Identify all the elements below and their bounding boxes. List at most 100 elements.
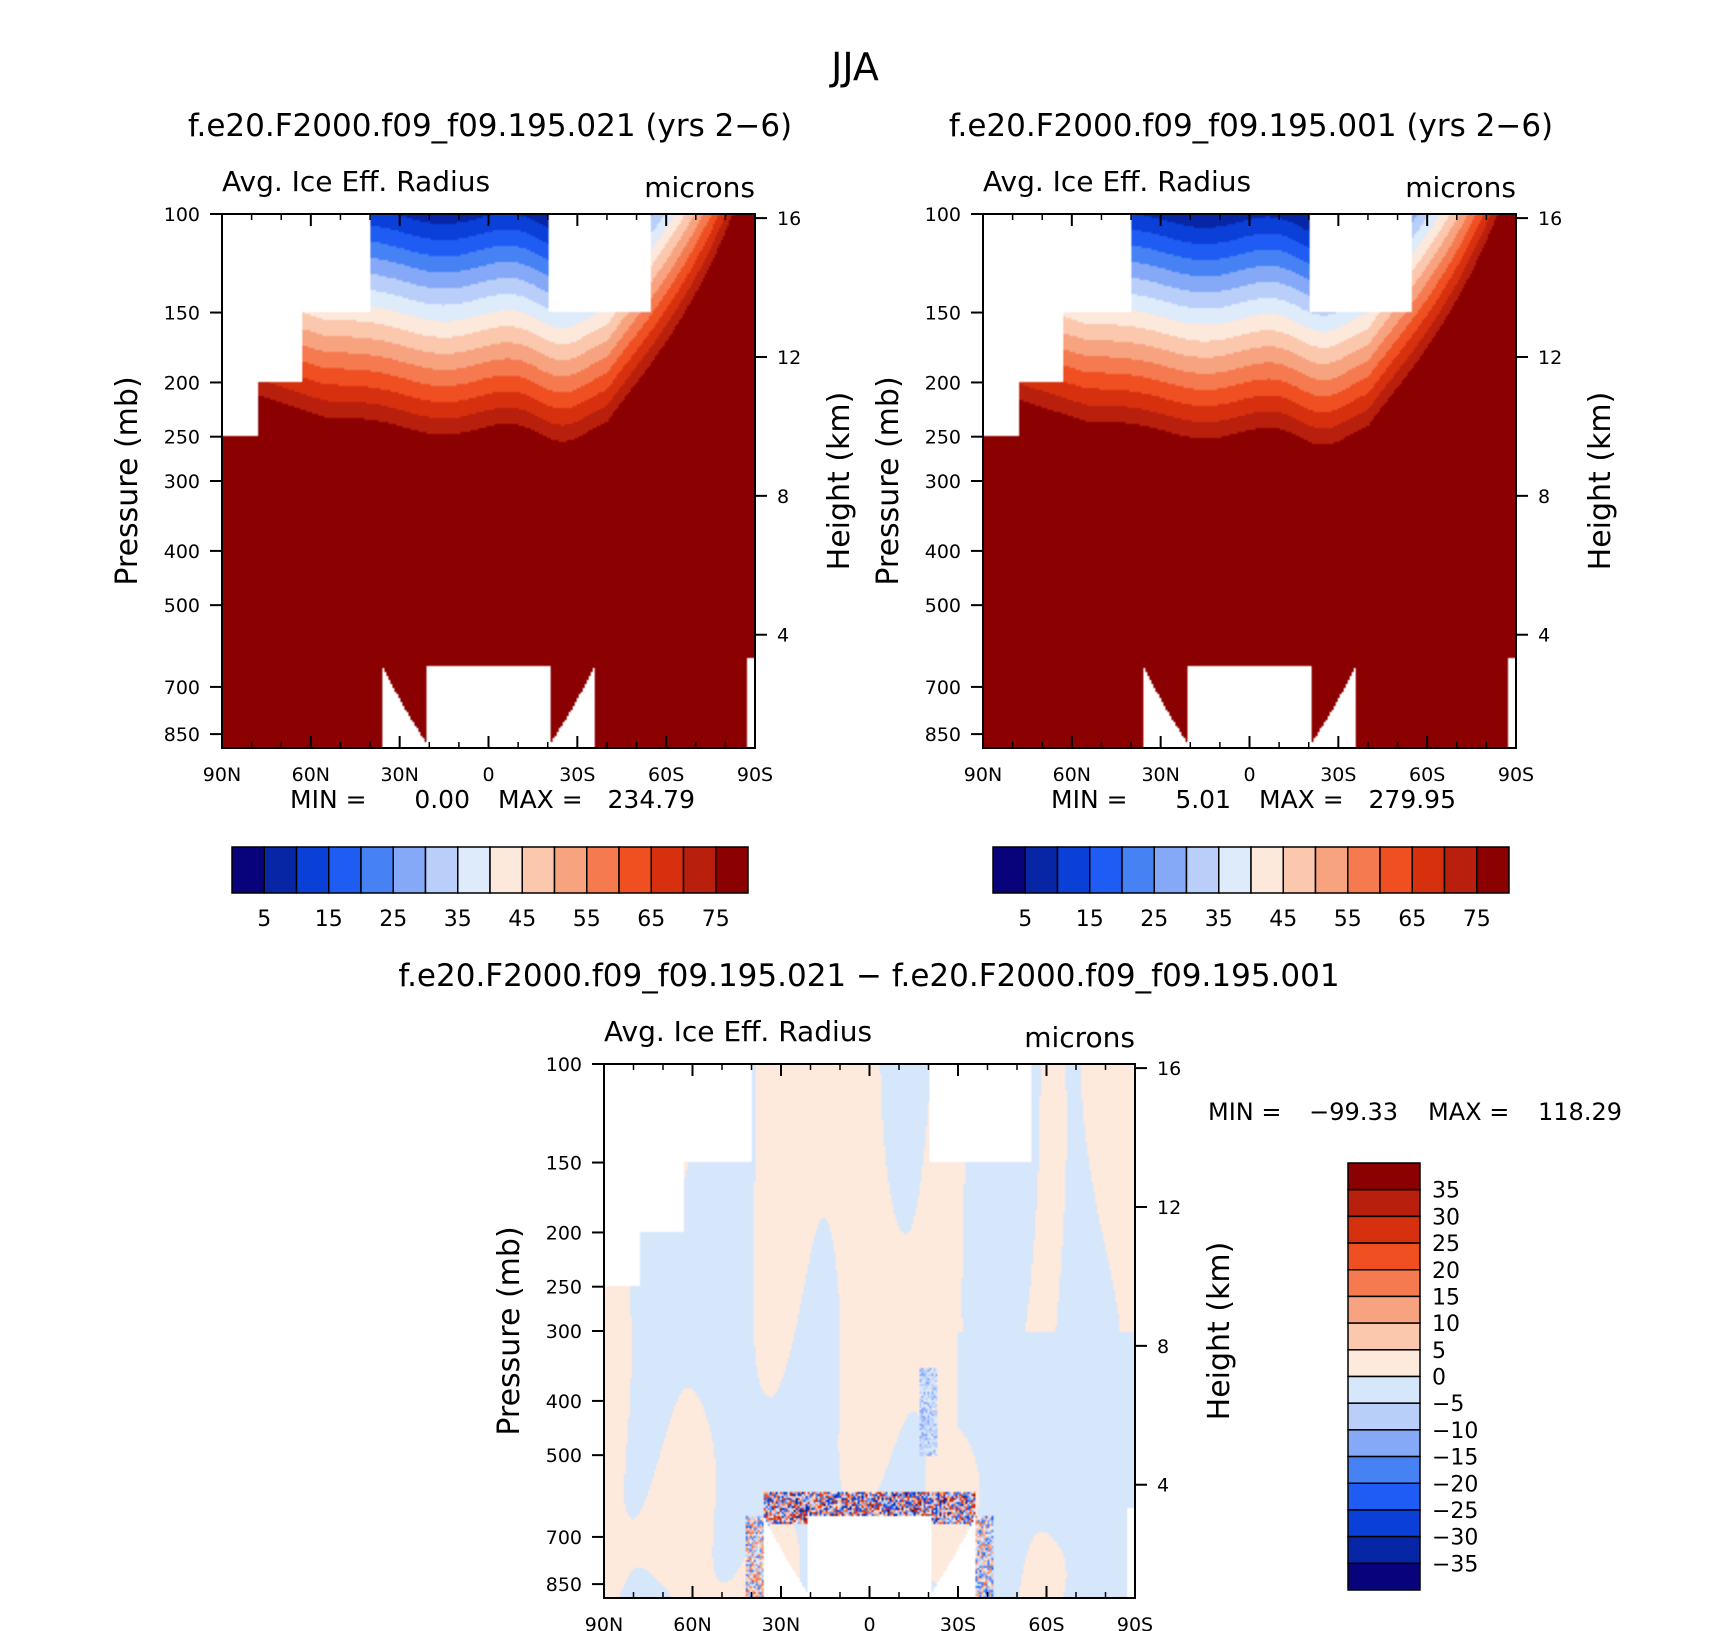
colorbar-swatch xyxy=(1477,847,1509,893)
panel-bottom: 90N 60N 30N 0 30S 60S 90S100150200250300400500… xyxy=(398,958,1622,1631)
colorbar-label: 75 xyxy=(702,907,730,932)
colorbar-label: 25 xyxy=(379,907,407,932)
colorbar-swatch xyxy=(1380,847,1412,893)
colorbar-swatch xyxy=(1316,847,1348,893)
max-label: MAX = xyxy=(1259,785,1344,814)
y-tick-label: 150 xyxy=(546,1153,582,1175)
y-right-tick-label: 4 xyxy=(1538,625,1550,647)
colorbar-swatch xyxy=(1348,847,1380,893)
x-tick-label: 90N xyxy=(203,764,241,786)
colorbar-swatch xyxy=(1058,847,1090,893)
y-axis-label: Pressure (mb) xyxy=(492,1226,527,1435)
y-right-tick-label: 8 xyxy=(777,486,789,508)
colorbar-swatch xyxy=(297,847,329,893)
y-tick-label: 200 xyxy=(546,1222,582,1244)
panel-top-right: 90N 60N 30N 0 30S 60S 90S 100 150 200 250 300 400 500… xyxy=(871,108,1618,932)
y-right-tick-label: 12 xyxy=(1157,1197,1181,1219)
x-tick-label: 30N xyxy=(1141,764,1179,786)
x-tick-label: 60N xyxy=(673,1614,711,1631)
panel-top-left: 90N 60N 30N 0 30S 60S 90S100150200250300400500… xyxy=(110,108,857,932)
colorbar-swatch xyxy=(619,847,651,893)
colorbar-swatch xyxy=(393,847,425,893)
x-tick-label: 60S xyxy=(1028,1614,1064,1631)
colorbar-swatch xyxy=(1348,1483,1420,1510)
colorbar-label: 35 xyxy=(444,907,472,932)
colorbar-swatch xyxy=(522,847,554,893)
colorbar-label: 55 xyxy=(1334,907,1362,932)
colorbar-label: −15 xyxy=(1432,1446,1478,1471)
colorbar-label: 25 xyxy=(1432,1232,1460,1257)
y-right-tick-label: 4 xyxy=(777,625,789,647)
colorbar-label: −30 xyxy=(1432,1526,1478,1551)
max-value: 118.29 xyxy=(1538,1098,1622,1126)
left-string: Avg. Ice Eff. Radius xyxy=(222,165,490,198)
colorbar-label: 55 xyxy=(573,907,601,932)
colorbar-swatch xyxy=(1122,847,1154,893)
colorbar-swatch xyxy=(1251,847,1283,893)
max-label: MAX = xyxy=(1428,1098,1509,1126)
colorbar-swatch xyxy=(1348,1377,1420,1404)
y-tick-label: 150 xyxy=(925,303,961,325)
y-tick-label: 700 xyxy=(546,1527,582,1549)
colorbar-label: 30 xyxy=(1432,1205,1460,1230)
min-label: MIN = xyxy=(1051,785,1128,814)
colorbar-swatch xyxy=(716,847,748,893)
colorbar-swatch xyxy=(587,847,619,893)
colorbar-label: 65 xyxy=(637,907,665,932)
colorbar-swatch xyxy=(684,847,716,893)
y-tick-label: 500 xyxy=(546,1445,582,1467)
y-right-tick-label: 16 xyxy=(1157,1058,1181,1080)
y-tick-label: 150 xyxy=(164,303,200,325)
y-tick-label: 700 xyxy=(925,677,961,699)
y-tick-label: 300 xyxy=(925,471,961,493)
right-string: microns xyxy=(644,171,755,204)
y-tick-label: 100 xyxy=(546,1054,582,1076)
figure-title: JJA xyxy=(829,45,879,89)
y-right-tick-label: 12 xyxy=(1538,347,1562,369)
x-tick-label: 60S xyxy=(648,764,684,786)
colorbar-swatch xyxy=(1187,847,1219,893)
y-right-tick-label: 16 xyxy=(777,208,801,230)
colorbar-label: 25 xyxy=(1140,907,1168,932)
colorbar-swatch xyxy=(993,847,1025,893)
panel-title: f.e20.F2000.f09_f09.195.001 (yrs 2−6) xyxy=(949,108,1553,144)
y-tick-label: 400 xyxy=(925,541,961,563)
colorbar-label: 5 xyxy=(1018,907,1032,932)
min-value: −99.33 xyxy=(1309,1098,1398,1126)
y-tick-label: 500 xyxy=(164,595,200,617)
field-image xyxy=(222,214,755,748)
colorbar-label: 10 xyxy=(1432,1312,1460,1337)
max-value: 279.95 xyxy=(1369,785,1456,814)
min-label: MIN = xyxy=(1208,1098,1281,1126)
colorbar-swatch xyxy=(361,847,393,893)
colorbar-swatch xyxy=(1348,1430,1420,1457)
x-tick-label: 90S xyxy=(737,764,773,786)
max-label: MAX = xyxy=(498,785,583,814)
x-tick-label: 30N xyxy=(762,1614,800,1631)
colorbar-label: 75 xyxy=(1463,907,1491,932)
y-tick-label: 850 xyxy=(164,724,200,746)
colorbar-label: 15 xyxy=(1076,907,1104,932)
field-image xyxy=(983,214,1516,748)
colorbar-label: 35 xyxy=(1432,1179,1460,1204)
x-tick-label: 30S xyxy=(940,1614,976,1631)
y-tick-label: 200 xyxy=(925,372,961,394)
colorbar-label: 45 xyxy=(508,907,536,932)
x-tick-label: 60S xyxy=(1409,764,1445,786)
colorbar-swatch xyxy=(232,847,264,893)
min-value: 0.00 xyxy=(414,785,470,814)
x-tick-label: 0 xyxy=(1243,764,1255,786)
y-right-axis-label: Height (km) xyxy=(822,392,857,571)
y-tick-label: 300 xyxy=(164,471,200,493)
y-tick-label: 400 xyxy=(546,1391,582,1413)
colorbar-label: 5 xyxy=(257,907,271,932)
left-string: Avg. Ice Eff. Radius xyxy=(983,165,1251,198)
y-right-tick-label: 8 xyxy=(1157,1336,1169,1358)
y-tick-label: 100 xyxy=(164,204,200,226)
max-value: 234.79 xyxy=(608,785,695,814)
colorbar-swatch xyxy=(1348,1296,1420,1323)
colorbar: 35302520151050−5−10−15−20−25−30−35 xyxy=(1348,1163,1478,1590)
y-right-tick-label: 12 xyxy=(777,347,801,369)
left-string: Avg. Ice Eff. Radius xyxy=(604,1015,872,1048)
y-tick-label: 250 xyxy=(164,427,200,449)
